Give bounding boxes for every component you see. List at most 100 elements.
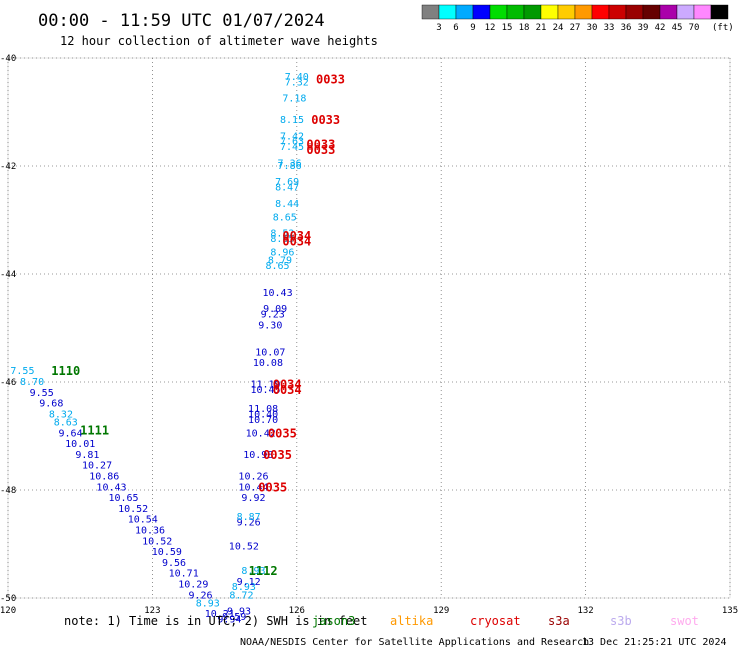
wave-height-points: 7.558.709.559.688.328.639.6410.019.8110.… — [10, 72, 308, 626]
satellite-legend: jason3 altika cryosat s3a s3b swot — [312, 614, 699, 628]
wave-height-point: 7.45 — [280, 142, 304, 153]
satellite-label-s3a: s3a — [548, 614, 570, 628]
wave-height-point: 8.93 — [196, 598, 220, 609]
wave-height-point: 10.40 — [248, 409, 278, 420]
wave-height-point: 11.08 — [248, 404, 278, 415]
pass-label: 0035 — [268, 426, 297, 440]
legend-label: 45 — [672, 23, 683, 33]
x-tick-label: 132 — [577, 606, 593, 616]
wave-height-point: 7.86 — [278, 161, 302, 172]
wave-height-point: 7.42 — [280, 131, 304, 142]
wave-height-point: 8.87 — [237, 512, 261, 523]
plot-area: 120 123 126 129 132 135 -40 -42 -44 -46 -48 -50 7.5… — [0, 54, 738, 626]
legend-swatch — [523, 4, 542, 20]
legend-label: 36 — [621, 23, 632, 33]
wave-height-point: 8.96 — [270, 247, 294, 258]
pass-label: 0034 — [282, 235, 311, 249]
legend-swatch — [455, 4, 474, 20]
wave-height-point: 11.19 — [250, 380, 280, 391]
wave-height-point: 8.79 — [268, 256, 292, 267]
wave-height-point: 10.42 — [246, 428, 276, 439]
wave-height-point: 9.94 — [217, 615, 241, 626]
wave-height-point: 10.65 — [108, 493, 138, 504]
wave-height-point: 9.93 — [227, 607, 251, 618]
wave-height-point: 8.32 — [49, 409, 73, 420]
legend-swatch — [625, 4, 644, 20]
legend-swatch — [557, 4, 576, 20]
legend-label: 18 — [519, 23, 530, 33]
y-tick-label: -50 — [0, 594, 16, 604]
legend-swatch — [591, 4, 610, 20]
pass-label: 0035 — [258, 480, 287, 494]
legend-swatch — [659, 4, 678, 20]
x-tick-label: 120 — [0, 606, 16, 616]
legend-label: 24 — [553, 23, 564, 33]
pass-label: 1110 — [51, 364, 80, 378]
pass-label: 0033 — [306, 137, 335, 151]
wave-height-point: 9.81 — [75, 450, 99, 461]
x-tick-label: 126 — [289, 606, 305, 616]
footer-note: note: 1) Time is in UTC; 2) SWH is in fe… — [64, 614, 367, 628]
legend-label: 39 — [638, 23, 649, 33]
wave-height-point: 10.52 — [118, 504, 148, 515]
tick-labels: 120 123 126 129 132 135 -40 -42 -44 -46 -48 -50 — [0, 54, 738, 616]
wave-height-point: 9.56 — [162, 558, 186, 569]
wave-height-point: 9.30 — [258, 320, 282, 331]
pass-label: 0033 — [306, 143, 335, 157]
wave-height-point: 8.63 — [54, 418, 78, 429]
pass-labels: 1110111111120033003300330033003400340034… — [51, 73, 345, 578]
wave-height-point: 9.09 — [263, 304, 287, 315]
pass-label: 0035 — [263, 448, 292, 462]
wave-height-point: 8.47 — [275, 183, 299, 194]
wave-height-point: 9.64 — [59, 428, 83, 439]
pass-label: 0034 — [282, 229, 311, 243]
y-tick-label: -44 — [0, 270, 16, 280]
wave-height-point: 10.21 — [205, 609, 235, 620]
legend-label: 6 — [453, 23, 458, 33]
legend-swatch — [608, 4, 627, 20]
satellite-label-altika: altika — [390, 614, 433, 628]
legend-swatch — [421, 4, 440, 20]
satellite-label-cryosat: cryosat — [470, 614, 521, 628]
wave-height-point: 8.65 — [265, 261, 289, 272]
wave-height-point: 7.18 — [282, 94, 306, 105]
wave-height-point: 7.63 — [280, 137, 304, 148]
wave-height-point: 10.52 — [229, 542, 259, 553]
wave-height-point: 9.92 — [241, 493, 265, 504]
y-tick-label: -48 — [0, 486, 16, 496]
wave-height-point: 9.55 — [30, 388, 54, 399]
wave-height-point: 10.86 — [89, 472, 119, 483]
legend-unit: (ft) — [712, 23, 734, 33]
wave-height-point: 7.55 — [10, 366, 34, 377]
y-tick-label: -40 — [0, 54, 16, 64]
wave-height-point: 10.43 — [262, 288, 292, 299]
grid-lines — [7, 57, 731, 599]
legend-label: 70 — [689, 23, 700, 33]
legend-label: 3 — [436, 23, 441, 33]
legend-label: 21 — [536, 23, 547, 33]
legend-swatch — [676, 4, 695, 20]
chart-title: 00:00 - 11:59 UTC 01/07/2024 — [38, 11, 325, 31]
wave-height-point: 9.26 — [237, 517, 261, 528]
footer-timestamp: 13 Dec 21:25:21 UTC 2024 — [582, 637, 727, 648]
legend-label: 42 — [655, 23, 666, 33]
legend-label: 33 — [604, 23, 615, 33]
legend-swatch — [489, 4, 508, 20]
y-tick-label: -42 — [0, 162, 16, 172]
legend-swatch — [540, 4, 559, 20]
wave-height-point: 8.93 — [232, 582, 256, 593]
wave-height-point: 10.54 — [128, 515, 158, 526]
footer-credit: NOAA/NESDIS Center for Satellite Applica… — [240, 637, 589, 648]
wave-height-point: 10.59 — [152, 547, 182, 558]
x-tick-label: 129 — [433, 606, 449, 616]
wave-height-point: 10.26 — [238, 472, 268, 483]
chart-subtitle: 12 hour collection of altimeter wave hei… — [60, 34, 378, 48]
wave-height-point: 8.15 — [280, 115, 304, 126]
wave-height-point: 10.71 — [169, 569, 199, 580]
plot-frame — [7, 57, 731, 599]
wave-height-point: 9.68 — [39, 399, 63, 410]
wave-height-point: 10.07 — [255, 347, 285, 358]
pass-label: 1112 — [249, 564, 278, 578]
wave-height-point: 10.45 — [250, 385, 280, 396]
